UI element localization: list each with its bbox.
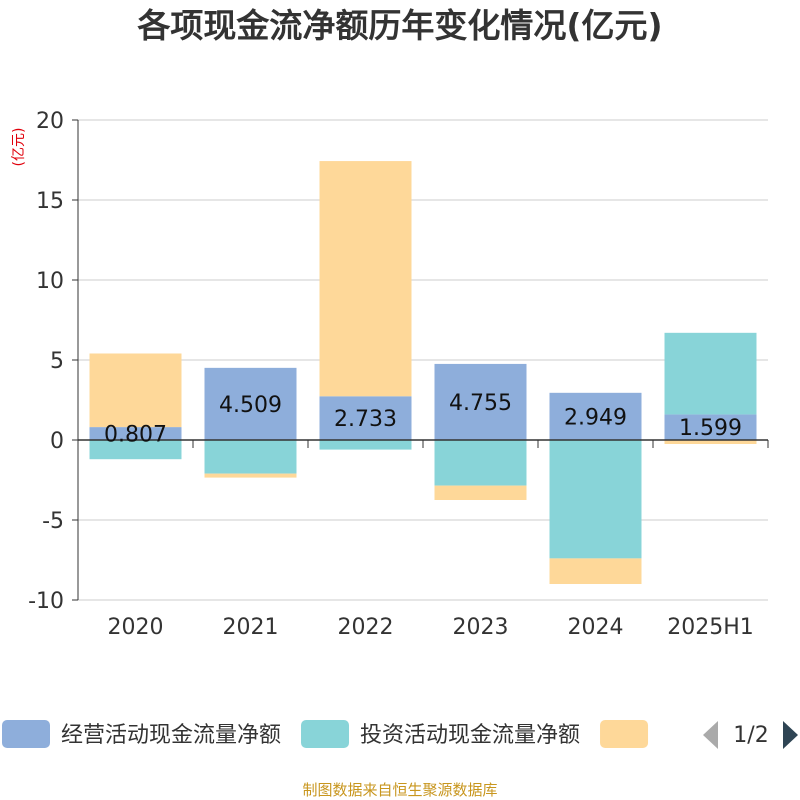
- chart-title: 各项现金流净额历年变化情况(亿元): [136, 6, 662, 45]
- x-tick-label: 2022: [338, 615, 394, 640]
- bar-segment[interactable]: [89, 427, 182, 440]
- source-note: 制图数据来自恒生聚源数据库: [302, 781, 497, 799]
- bar-segment[interactable]: [204, 440, 297, 474]
- data-label: 4.755: [449, 391, 512, 416]
- legend-swatch[interactable]: [2, 720, 50, 748]
- y-axis-unit-label: (亿元): [11, 128, 27, 167]
- bar-segment[interactable]: [434, 485, 527, 500]
- y-tick-label: 15: [36, 189, 64, 214]
- legend-pager-text: 1/2: [733, 723, 768, 748]
- legend-label[interactable]: 经营活动现金流量净额: [61, 723, 281, 748]
- data-labels: 0.807 4.509 2.733 4.755 2.949 1.599: [104, 391, 742, 448]
- x-tick-label: 2021: [223, 615, 279, 640]
- y-tick-label: 5: [50, 349, 64, 374]
- bars: [89, 161, 757, 584]
- triangle-left-icon[interactable]: [703, 721, 718, 749]
- bar-segment[interactable]: [664, 440, 757, 444]
- bar-segment[interactable]: [664, 332, 757, 415]
- grid-lines: [78, 119, 768, 601]
- bar-segment[interactable]: [89, 353, 182, 428]
- x-tick-label: 2025H1: [667, 615, 754, 640]
- bar-segment[interactable]: [319, 440, 412, 450]
- bar-segment[interactable]: [549, 558, 642, 584]
- bar-segment[interactable]: [434, 440, 527, 486]
- data-label: 4.509: [219, 393, 282, 418]
- x-tick-label: 2024: [568, 615, 624, 640]
- legend-label[interactable]: 投资活动现金流量净额: [360, 723, 580, 748]
- bar-segment[interactable]: [549, 392, 642, 440]
- triangle-right-icon[interactable]: [783, 721, 798, 749]
- data-label: 1.599: [679, 416, 742, 441]
- y-tick-label: 0: [50, 429, 64, 454]
- data-label: 2.949: [564, 405, 627, 430]
- bar-segment[interactable]: [204, 367, 297, 440]
- bar-segment[interactable]: [319, 161, 412, 397]
- bar-segment[interactable]: [89, 440, 182, 460]
- data-label: 2.733: [334, 407, 397, 432]
- y-tick-label: -10: [28, 589, 64, 614]
- legend-swatch[interactable]: [600, 720, 649, 748]
- y-tick-label: 10: [36, 269, 64, 294]
- bar-segment[interactable]: [319, 396, 412, 440]
- bar-segment[interactable]: [549, 440, 642, 559]
- legend[interactable]: 经营活动现金流量净额 投资活动现金流量净额 1/2: [2, 720, 798, 749]
- y-tick-label: -5: [42, 509, 64, 534]
- bar-segment[interactable]: [434, 363, 527, 440]
- data-label: 0.807: [104, 423, 167, 448]
- x-tick-label: 2023: [453, 615, 509, 640]
- bar-segment[interactable]: [204, 473, 297, 478]
- legend-swatch[interactable]: [301, 720, 350, 748]
- y-tick-label: 20: [36, 109, 64, 134]
- axes: 20 15 10 5 0 -5 -10 2020 2021 2022 2023 2024 2025H1: [28, 109, 769, 640]
- bar-segment[interactable]: [664, 414, 757, 440]
- x-tick-label: 2020: [108, 615, 164, 640]
